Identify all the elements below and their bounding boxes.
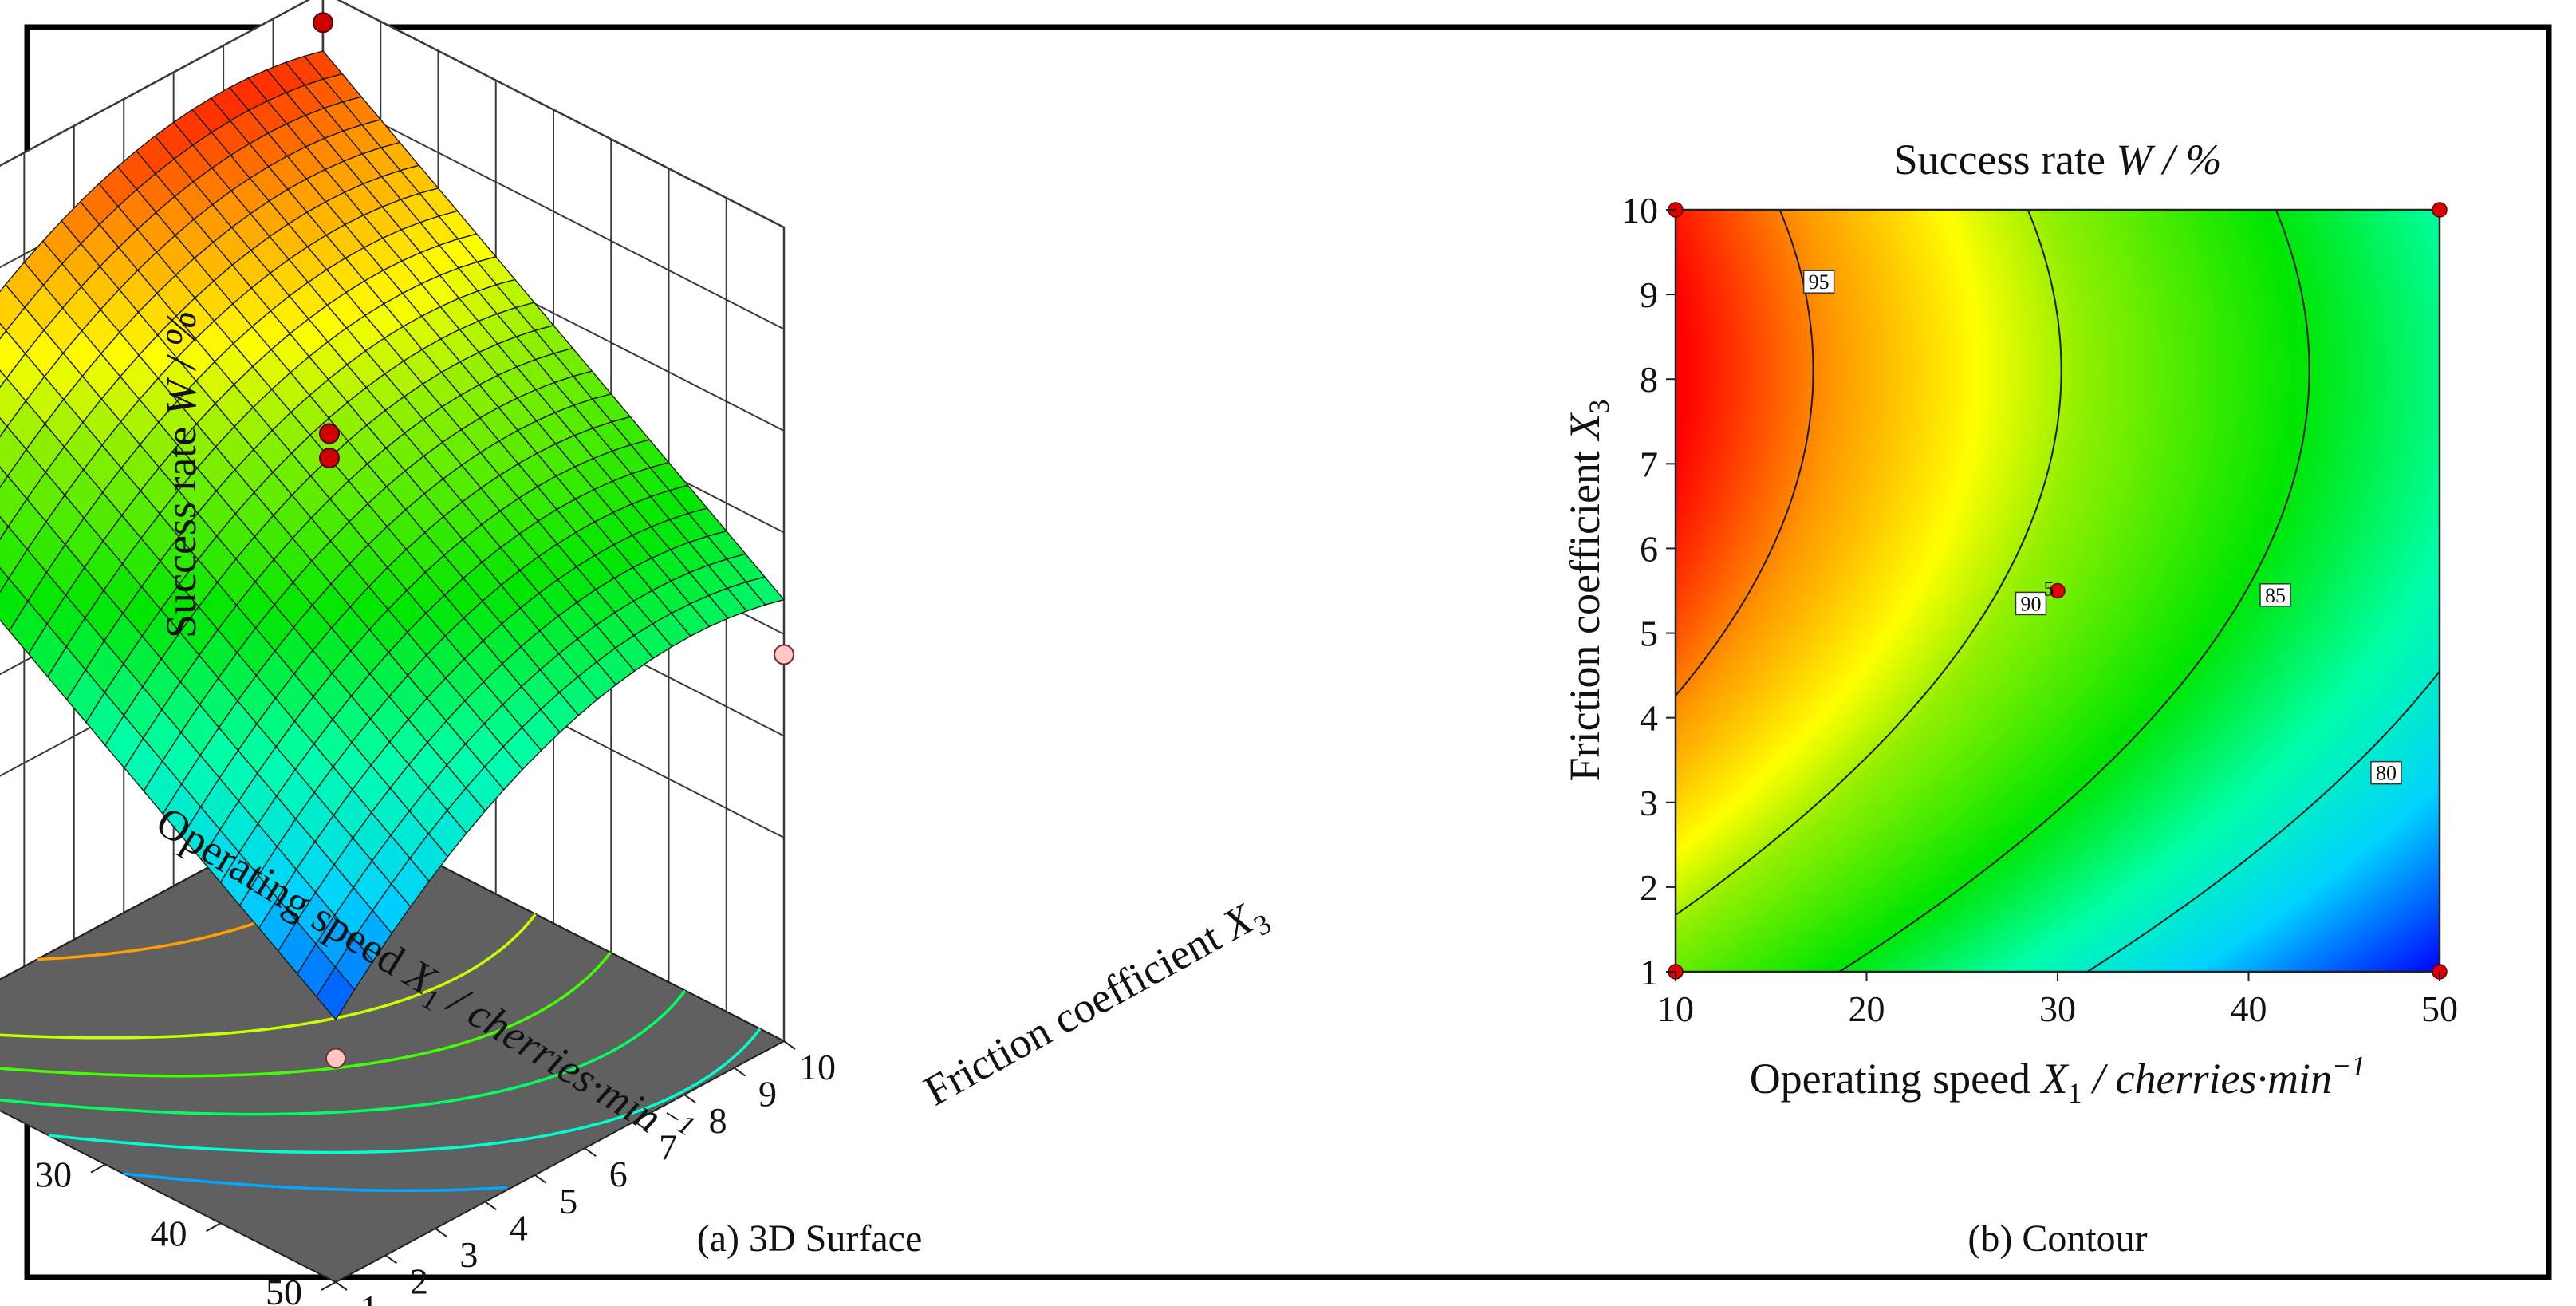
contour-line-85 [1838,210,2310,972]
contour-plot-panel: 95 90 85 80 5 10 20 30 40 50 1 2 3 4 5 6 7 8 9 10 Success… [1561,136,2458,1260]
surface-zlabel-var: W / % [157,310,205,416]
surface-y-tick [634,1120,647,1130]
contour-xlabel-exp: −1 [2332,1050,2365,1082]
contour-x-tick-label: 50 [2421,988,2458,1029]
surface-x-tick-label: 30 [35,1154,72,1195]
contour-y-tick-label: 10 [1621,190,1658,231]
surface-y-tick-label: 6 [609,1154,628,1194]
contour-label-box [2370,760,2402,785]
surface-axis-ticks: 707580859095100102030405012345678910 [35,1040,836,1306]
contour-title-var: W / % [2116,136,2221,183]
surface-y-tick-label: 10 [799,1047,836,1087]
surface-y-tick [484,1201,497,1211]
surface-y-tick [435,1228,447,1237]
floor-contour [0,951,612,1078]
contour-label-box [2015,591,2047,616]
surface-cell [316,965,356,1021]
contour-y-tick-label: 2 [1640,867,1658,908]
surface-y-tick-label: 9 [758,1074,777,1115]
contour-level-labels: 95 90 85 80 [1802,270,2402,785]
contour-title: Success rate W / % [1894,136,2222,183]
floor-contour [48,1028,762,1154]
contour-ylabel-var: X [1561,412,1609,442]
contour-y-tick-label: 5 [1640,614,1658,654]
surface-y-tick-label: 5 [559,1181,577,1221]
surface-x-tick-label: 50 [266,1272,302,1306]
surface-y-tick-label: 8 [709,1100,727,1141]
contour-x-tick-label: 20 [1849,988,1885,1029]
contour-label-box [1802,270,1835,294]
contour-y-tick-label: 9 [1640,274,1658,315]
contour-line-80 [2086,669,2440,972]
center-point-count: 5 [2044,578,2054,601]
contour-y-tick-label: 4 [1640,698,1658,739]
contour-lines [1676,210,2440,972]
contour-caption: (b) Contour [1967,1217,2147,1260]
contour-y-tick-label: 1 [1640,952,1658,992]
contour-line-95 [1676,210,1814,697]
contour-ylabel-main: Friction coefficient [1561,451,1609,781]
contour-ylabel-sub: 3 [1583,400,1615,414]
surface-zlabel: Success rate W / % [157,310,205,638]
surface-y-tick [335,1281,348,1291]
design-point-above [319,448,340,469]
surface-caption: (a) 3D Surface [697,1217,923,1260]
contour-y-tick-label: 3 [1640,783,1658,823]
contour-xlabel-main: Operating speed [1750,1055,2030,1103]
surface-y-tick-label: 2 [410,1261,428,1301]
contour-ylabel: Friction coefficient X3 [1561,400,1615,782]
surface-y-tick-label: 3 [459,1234,478,1275]
contour-level-label: 80 [2376,762,2397,785]
surface-mesh [0,50,786,1021]
contour-xlabel: Operating speed X1 / cherries·min−1 [1750,1050,2366,1109]
contour-xlabel-sub: 1 [2068,1077,2082,1109]
floor-contour [0,989,687,1116]
surface-y-tick [783,1040,796,1050]
contour-y-tick-label: 7 [1640,444,1658,484]
contour-x-tick-label: 30 [2039,988,2076,1029]
surface-y-tick-label: 7 [659,1127,677,1168]
floor-contour [123,1172,507,1193]
contour-y-tick-label: 8 [1640,359,1658,400]
surface-y-tick [733,1067,746,1077]
contour-level-label: 85 [2265,584,2286,607]
surface-x-tick [90,1163,106,1174]
surface-x-tick-label: 40 [151,1213,187,1253]
floor-contour [0,913,537,1040]
surface-design-points [313,12,794,1069]
surface-zlabel-main: Success rate [157,427,205,638]
contour-level-label: 95 [1809,270,1830,294]
design-point-above [319,423,340,444]
surface-x-tick [321,1281,337,1291]
surface-y-tick [584,1147,597,1158]
surface-y-tick [683,1094,696,1103]
contour-xlabel-var: X [2040,1055,2070,1103]
design-point-below [325,1048,346,1069]
contour-label-box [2259,583,2291,607]
surface-floor [0,804,786,1284]
contour-x-tick-label: 10 [1657,988,1694,1029]
surface-y-tick [384,1254,398,1265]
surface-y-tick-label: 4 [510,1207,528,1248]
contour-y-tick-label: 6 [1640,528,1658,569]
contour-level-label: 90 [2020,592,2041,615]
contour-x-tick-label: 40 [2231,988,2267,1029]
contour-xlabel-unit: / cherries·min [2090,1055,2332,1103]
contour-title-main: Success rate [1894,136,2105,183]
contour-line-90 [1676,210,2062,917]
design-point-above [313,12,333,34]
contour-design-point [2432,202,2448,218]
contour-design-point [2050,582,2066,599]
surface-y-tick-label: 1 [360,1288,379,1306]
surface-x-tick [206,1222,221,1233]
surface-y-tick [534,1174,547,1184]
contour-axis-ticks: 10 20 30 40 50 1 2 3 4 5 6 7 8 9 10 [1621,190,2458,1029]
design-point-below [774,644,794,665]
